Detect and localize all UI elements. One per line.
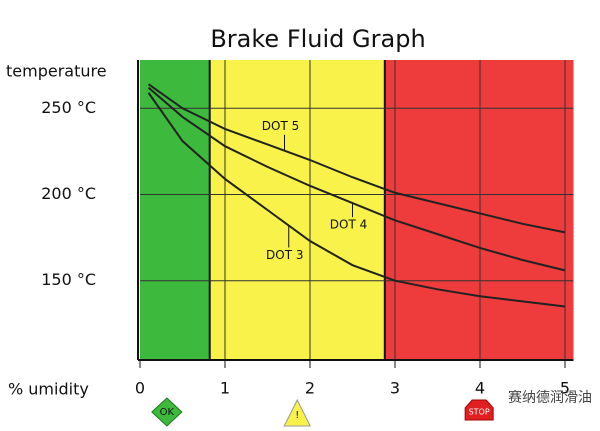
x-tick-label: 0 xyxy=(135,379,145,398)
line xyxy=(147,83,566,234)
zone-label: ! xyxy=(295,410,299,421)
chart-title: Brake Fluid Graph xyxy=(210,25,425,53)
x-tick-label: 3 xyxy=(390,379,400,398)
series-label: DOT 5 xyxy=(262,119,299,133)
line xyxy=(147,86,566,272)
x-tick-label: 5 xyxy=(560,379,570,398)
zone xyxy=(384,60,574,360)
plot: OK! STOP 150 °C 200 °C 250 °C 0 1 2 3 4 5 DOT 5 DOT … xyxy=(41,60,574,427)
stop-sign xyxy=(464,399,494,421)
y-axis-title: temperature xyxy=(6,62,107,81)
watermark: 赛纳德润滑油 xyxy=(508,389,592,406)
y-tick-label: 150 °C xyxy=(41,270,96,289)
x-tick-label: 2 xyxy=(305,379,315,398)
series-label: DOT 4 xyxy=(330,218,367,232)
x-tick-label: 4 xyxy=(475,379,485,398)
zone xyxy=(209,60,385,360)
y-tick-label: 250 °C xyxy=(41,98,96,117)
warning-sign xyxy=(283,398,312,427)
zone-label: OK xyxy=(160,407,175,418)
series-label: DOT 3 xyxy=(266,248,303,262)
y-tick-label: 200 °C xyxy=(41,184,96,203)
zone-label: STOP xyxy=(469,408,490,417)
ok-sign xyxy=(151,397,183,427)
x-axis-title: % umidity xyxy=(8,380,89,399)
zone xyxy=(140,60,210,360)
x-tick-label: 1 xyxy=(220,379,230,398)
line xyxy=(147,92,566,308)
